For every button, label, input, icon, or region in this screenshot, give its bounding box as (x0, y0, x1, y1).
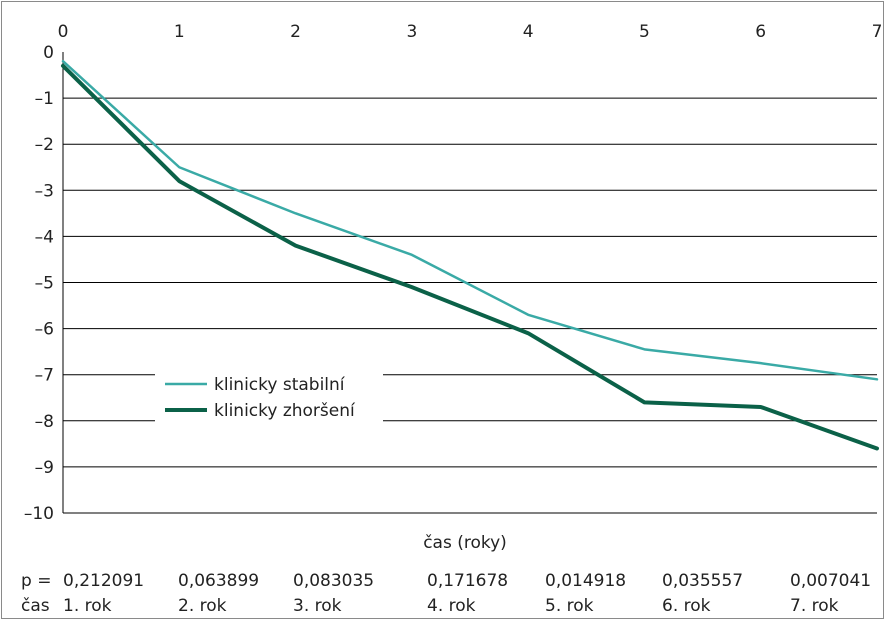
x-tick-label: 3 (406, 22, 417, 42)
y-tick-label: –9 (35, 458, 54, 478)
series-lines (61, 59, 879, 451)
time-cell: 7. rok (790, 596, 839, 616)
time-cell: 4. rok (427, 596, 476, 616)
p-value-cell: 0,035557 (662, 571, 743, 591)
legend: klinicky stabilní klinicky zhoršení (155, 368, 383, 428)
series-line-2 (61, 63, 879, 451)
p-value-cell: 0,171678 (427, 571, 508, 591)
p-value-cell: 0,083035 (293, 571, 374, 591)
y-tick-label: –5 (35, 274, 54, 294)
p-value-cell: 0,014918 (545, 571, 626, 591)
y-tick-labels: 0 –1 –2 –3 –4 –5 –6 –7 –8 –9 –10 (24, 43, 54, 524)
p-value-cell: 0,063899 (178, 571, 259, 591)
p-value-cell: 0,212091 (63, 571, 144, 591)
x-tick-label: 6 (755, 22, 766, 42)
y-tick-label: –3 (35, 181, 54, 201)
p-row-label: p = (21, 571, 51, 591)
x-tick-label: 7 (872, 22, 883, 42)
legend-box (155, 368, 383, 428)
y-tick-label: –2 (35, 135, 54, 155)
legend-label-1: klinicky stabilní (214, 375, 346, 395)
y-tick-label: –10 (24, 504, 54, 524)
y-tick-label: 0 (43, 43, 54, 63)
y-tick-label: –1 (35, 89, 54, 109)
y-tick-label: –4 (35, 227, 54, 247)
x-tick-labels: 0 1 2 3 4 5 6 7 (58, 22, 883, 42)
x-tick-label: 0 (58, 22, 69, 42)
p-value-table: p = čas 0,212091 0,063899 0,083035 0,171678 0,… (21, 571, 871, 616)
p-value-cell: 0,007041 (790, 571, 871, 591)
time-cell: 3. rok (293, 596, 342, 616)
x-tick-label: 1 (174, 22, 185, 42)
time-cell: 2. rok (178, 596, 227, 616)
y-tick-label: –8 (35, 412, 54, 432)
gridlines (63, 97, 877, 514)
y-tick-label: –7 (35, 366, 54, 386)
y-tick-label: –6 (35, 320, 54, 340)
legend-label-2: klinicky zhoršení (214, 401, 356, 421)
x-tick-label: 5 (639, 22, 650, 42)
time-row-label: čas (21, 596, 50, 616)
time-cell: 1. rok (63, 596, 112, 616)
x-tick-label: 4 (523, 22, 534, 42)
time-cell: 5. rok (545, 596, 594, 616)
x-tick-label: 2 (290, 22, 301, 42)
series-line-1 (61, 59, 879, 381)
time-cell: 6. rok (662, 596, 711, 616)
x-axis-label: čas (roky) (423, 533, 507, 553)
